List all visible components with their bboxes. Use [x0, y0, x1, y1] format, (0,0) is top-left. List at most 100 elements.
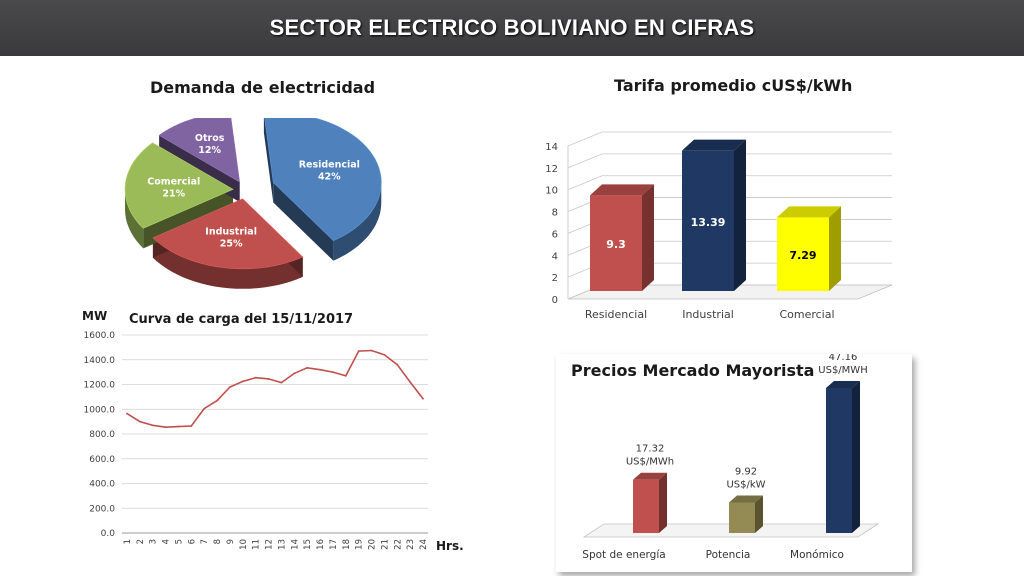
wholesale-value-label: 17.32: [636, 444, 665, 455]
wholesale-price-chart: 17.32 US$/MWh Spot de energía 9.92 US$/kW Pot…: [582, 354, 880, 561]
load-y-tick: 0.0: [101, 529, 116, 539]
wholesale-category-label: Monómico: [790, 549, 844, 561]
load-point: [216, 399, 218, 402]
load-point: [280, 381, 283, 384]
tariff-value-label: 9.3: [606, 238, 626, 251]
load-x-tick: 14: [290, 539, 300, 550]
load-point: [177, 425, 180, 428]
load-point: [306, 366, 309, 369]
load-point: [293, 372, 296, 375]
tariff-category-label: Residencial: [585, 308, 647, 321]
load-x-tick: 17: [329, 539, 339, 550]
tariff-value-label: 7.29: [789, 249, 816, 262]
load-point: [267, 378, 270, 380]
tariff-bar-residencial: [590, 195, 642, 291]
load-curve-y-label: MW: [82, 309, 108, 323]
pie-slice-edge-0-1: [273, 182, 334, 261]
load-x-tick: 8: [213, 539, 223, 544]
tariff-gridline: [567, 131, 892, 147]
tariff-bar-comercial: [777, 217, 829, 291]
wholesale-bar-2: [826, 388, 852, 533]
wholesale-bar-1: [729, 502, 755, 533]
load-point: [254, 376, 257, 379]
pie-slice-otros: [158, 118, 241, 183]
wholesale-bar-top-0: [633, 472, 667, 480]
load-point: [190, 425, 193, 427]
pie-label-industrial: Industrial: [205, 227, 257, 238]
tariff-bar-side-2: [829, 206, 841, 291]
load-curve-x-label: Hrs.: [436, 539, 464, 553]
load-point: [151, 424, 154, 427]
tariff-gridline: [567, 153, 892, 169]
tariff-bar-industrial: [682, 150, 734, 291]
tariff-chart-title: Tarifa promedio cUS$/kWh: [614, 76, 853, 95]
pie-slice-industrial: [152, 198, 304, 270]
tariff-bar-chart: 0 2 4 6 8 10 12 14 9.3 Residencial 13.39 Industrial…: [545, 131, 893, 321]
wholesale-value-label: 47.16: [829, 354, 858, 363]
load-point: [396, 363, 399, 366]
wholesale-category-label: Potencia: [706, 549, 751, 561]
tariff-y-tick: 8: [552, 208, 558, 219]
pie-value-otros: 12%: [198, 145, 221, 156]
load-x-tick: 18: [342, 539, 352, 550]
load-y-tick: 1400.0: [84, 356, 116, 366]
pie-slice-side-1-0: [152, 237, 303, 289]
load-point: [138, 420, 141, 423]
load-x-tick: 19: [355, 539, 365, 550]
pie-slice-comercial: [124, 142, 234, 229]
load-point: [319, 368, 321, 371]
load-curve-chart: 0.0 200.0 400.0 600.0 800.0 1000.0 1200.0 1400.…: [84, 331, 430, 550]
load-x-tick: 22: [393, 539, 403, 550]
tariff-category-label: Industrial: [682, 308, 734, 321]
load-point: [422, 397, 424, 400]
wholesale-unit-label: US$/MWH: [818, 365, 867, 376]
pie-label-comercial: Comercial: [147, 177, 200, 188]
load-x-tick: 3: [149, 539, 159, 544]
load-curve-line: [126, 349, 424, 429]
load-x-tick: 13: [277, 539, 287, 550]
tariff-gridline: [567, 175, 892, 191]
pie-value-residencial: 42%: [318, 172, 341, 183]
wholesale-bar-side-2: [852, 381, 860, 533]
load-point: [332, 371, 334, 374]
load-x-tick: 15: [303, 539, 313, 550]
tariff-y-tick: 4: [552, 251, 558, 262]
tariff-y-tick: 12: [545, 164, 558, 175]
load-point: [409, 381, 412, 383]
load-curve-title: Curva de carga del 15/11/2017: [129, 312, 354, 327]
pie-value-industrial: 25%: [220, 239, 243, 250]
load-x-tick: 20: [368, 539, 378, 550]
pie-slice-side-2-0: [125, 189, 144, 249]
load-point: [357, 350, 360, 352]
pie-chart-title: Demanda de electricidad: [150, 78, 376, 97]
tariff-bar-top-2: [777, 206, 841, 218]
wholesale-unit-label: US$/MWh: [626, 457, 674, 468]
load-x-tick: 9: [226, 539, 236, 544]
wholesale-unit-label: US$/kW: [726, 479, 765, 490]
load-x-tick: 11: [252, 539, 262, 550]
load-point: [229, 386, 231, 388]
wholesale-chart-title: Precios Mercado Mayorista: [571, 361, 815, 380]
load-y-tick: 800.0: [89, 430, 115, 440]
load-x-tick: 2: [136, 539, 146, 544]
load-x-tick: 6: [187, 539, 197, 544]
pie-label-residencial: Residencial: [299, 160, 360, 171]
wholesale-bar-top-1: [729, 495, 763, 503]
tariff-y-tick: 14: [545, 142, 558, 153]
load-y-tick: 200.0: [89, 504, 115, 514]
load-x-tick: 4: [162, 539, 172, 544]
load-point: [241, 380, 244, 383]
load-y-tick: 1600.0: [84, 331, 116, 341]
load-point: [370, 349, 373, 352]
load-point: [383, 353, 386, 356]
load-y-tick: 1200.0: [84, 381, 116, 391]
pie-value-comercial: 21%: [162, 189, 185, 200]
wholesale-value-label: 9.92: [735, 466, 757, 477]
tariff-y-tick: 6: [552, 229, 558, 240]
load-x-tick: 5: [174, 539, 184, 544]
tariff-value-label: 13.39: [691, 216, 726, 229]
load-x-tick: 21: [380, 539, 390, 550]
load-point: [164, 426, 167, 429]
load-point: [126, 412, 128, 415]
